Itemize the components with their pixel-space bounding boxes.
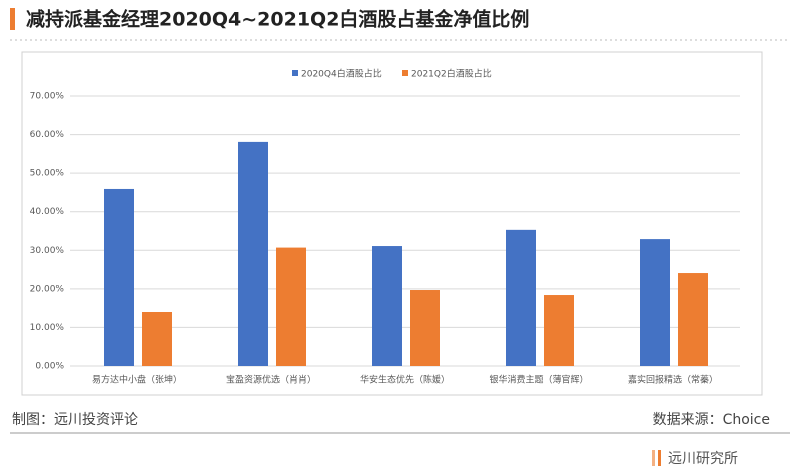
x-tick-label: 华安生态优先（陈媛）	[360, 374, 450, 386]
bar	[238, 141, 268, 366]
legend-label: 2020Q4白酒股占比	[301, 68, 382, 80]
y-tick-label: 70.00%	[30, 92, 65, 102]
y-tick-label: 10.00%	[30, 323, 65, 333]
y-tick-label: 60.00%	[30, 130, 65, 140]
page-title: 减持派基金经理2020Q4~2021Q2白酒股占基金净值比例	[26, 8, 529, 31]
bar	[640, 239, 670, 366]
y-tick-label: 30.00%	[30, 246, 65, 256]
bar	[372, 246, 402, 366]
credit: 制图：远川投资评论	[12, 412, 138, 428]
logo	[652, 450, 655, 466]
x-tick-label: 嘉实回报精选（常蓁）	[628, 374, 718, 386]
bar	[410, 290, 440, 366]
y-tick-label: 0.00%	[35, 362, 64, 372]
brand: 远川研究所	[668, 451, 738, 467]
bar	[142, 312, 172, 366]
x-tick-label: 银华消费主题（薄官辉）	[489, 374, 588, 386]
bar	[544, 295, 574, 366]
legend-label: 2021Q2白酒股占比	[411, 68, 492, 80]
source: 数据来源：Choice	[653, 412, 770, 428]
bar	[276, 247, 306, 366]
bar	[506, 229, 536, 366]
legend-swatch	[402, 70, 408, 76]
x-tick-label: 宝盈资源优选（肖肖）	[226, 374, 316, 386]
title-accent	[10, 8, 15, 30]
legend-swatch	[292, 70, 298, 76]
y-tick-label: 40.00%	[30, 207, 65, 217]
bar	[678, 273, 708, 366]
y-tick-label: 50.00%	[30, 169, 65, 179]
logo	[658, 450, 661, 466]
bar	[104, 188, 134, 366]
y-tick-label: 20.00%	[30, 284, 65, 294]
x-tick-label: 易方达中小盘（张坤）	[92, 374, 182, 386]
